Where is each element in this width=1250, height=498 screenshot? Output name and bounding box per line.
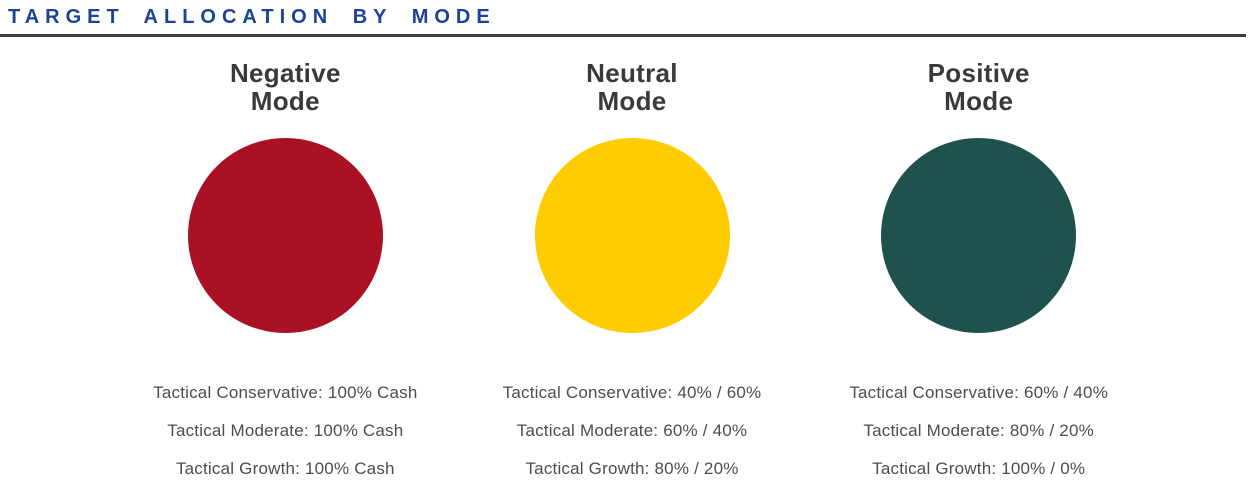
mode-title-line2: Mode — [944, 86, 1014, 116]
allocation-line: Tactical Growth: 100% Cash — [175, 459, 395, 478]
allocation-line: Tactical Conservative: 60% / 40% — [849, 383, 1109, 402]
mode-column-neutral: Neutral Mode Tactical Conservative: 40% … — [459, 59, 806, 497]
mode-title-line2: Mode — [250, 86, 320, 116]
allocation-list-neutral: Tactical Conservative: 40% / 60% Tactica… — [459, 383, 806, 478]
mode-title-positive: Positive Mode — [805, 59, 1152, 115]
modes-row: Negative Mode Tactical Conservative: 100… — [112, 59, 1152, 497]
positive-mode-circle — [881, 138, 1077, 333]
mode-title-neutral: Neutral Mode — [459, 59, 806, 115]
allocation-line: Tactical Growth: 100% / 0% — [872, 459, 1086, 478]
page-title: TARGET ALLOCATION BY MODE — [8, 6, 496, 28]
mode-column-positive: Positive Mode Tactical Conservative: 60%… — [805, 59, 1152, 497]
allocation-line: Tactical Conservative: 40% / 60% — [502, 383, 762, 402]
allocation-line: Tactical Growth: 80% / 20% — [525, 459, 739, 478]
allocation-line: Tactical Moderate: 80% / 20% — [863, 421, 1094, 440]
mode-column-negative: Negative Mode Tactical Conservative: 100… — [112, 59, 459, 497]
title-underline-rule — [0, 34, 1246, 37]
mode-title-line1: Neutral — [586, 58, 678, 88]
allocation-line: Tactical Conservative: 100% Cash — [153, 383, 418, 402]
mode-title-line2: Mode — [597, 86, 667, 116]
allocation-list-negative: Tactical Conservative: 100% Cash Tactica… — [112, 383, 459, 478]
neutral-mode-circle — [534, 138, 730, 333]
allocation-line: Tactical Moderate: 100% Cash — [167, 421, 404, 440]
mode-title-negative: Negative Mode — [112, 59, 459, 115]
mode-title-line1: Positive — [927, 58, 1030, 88]
mode-title-line1: Negative — [229, 58, 341, 88]
allocation-list-positive: Tactical Conservative: 60% / 40% Tactica… — [805, 383, 1152, 478]
allocation-line: Tactical Moderate: 60% / 40% — [516, 421, 748, 440]
negative-mode-circle — [187, 138, 383, 333]
